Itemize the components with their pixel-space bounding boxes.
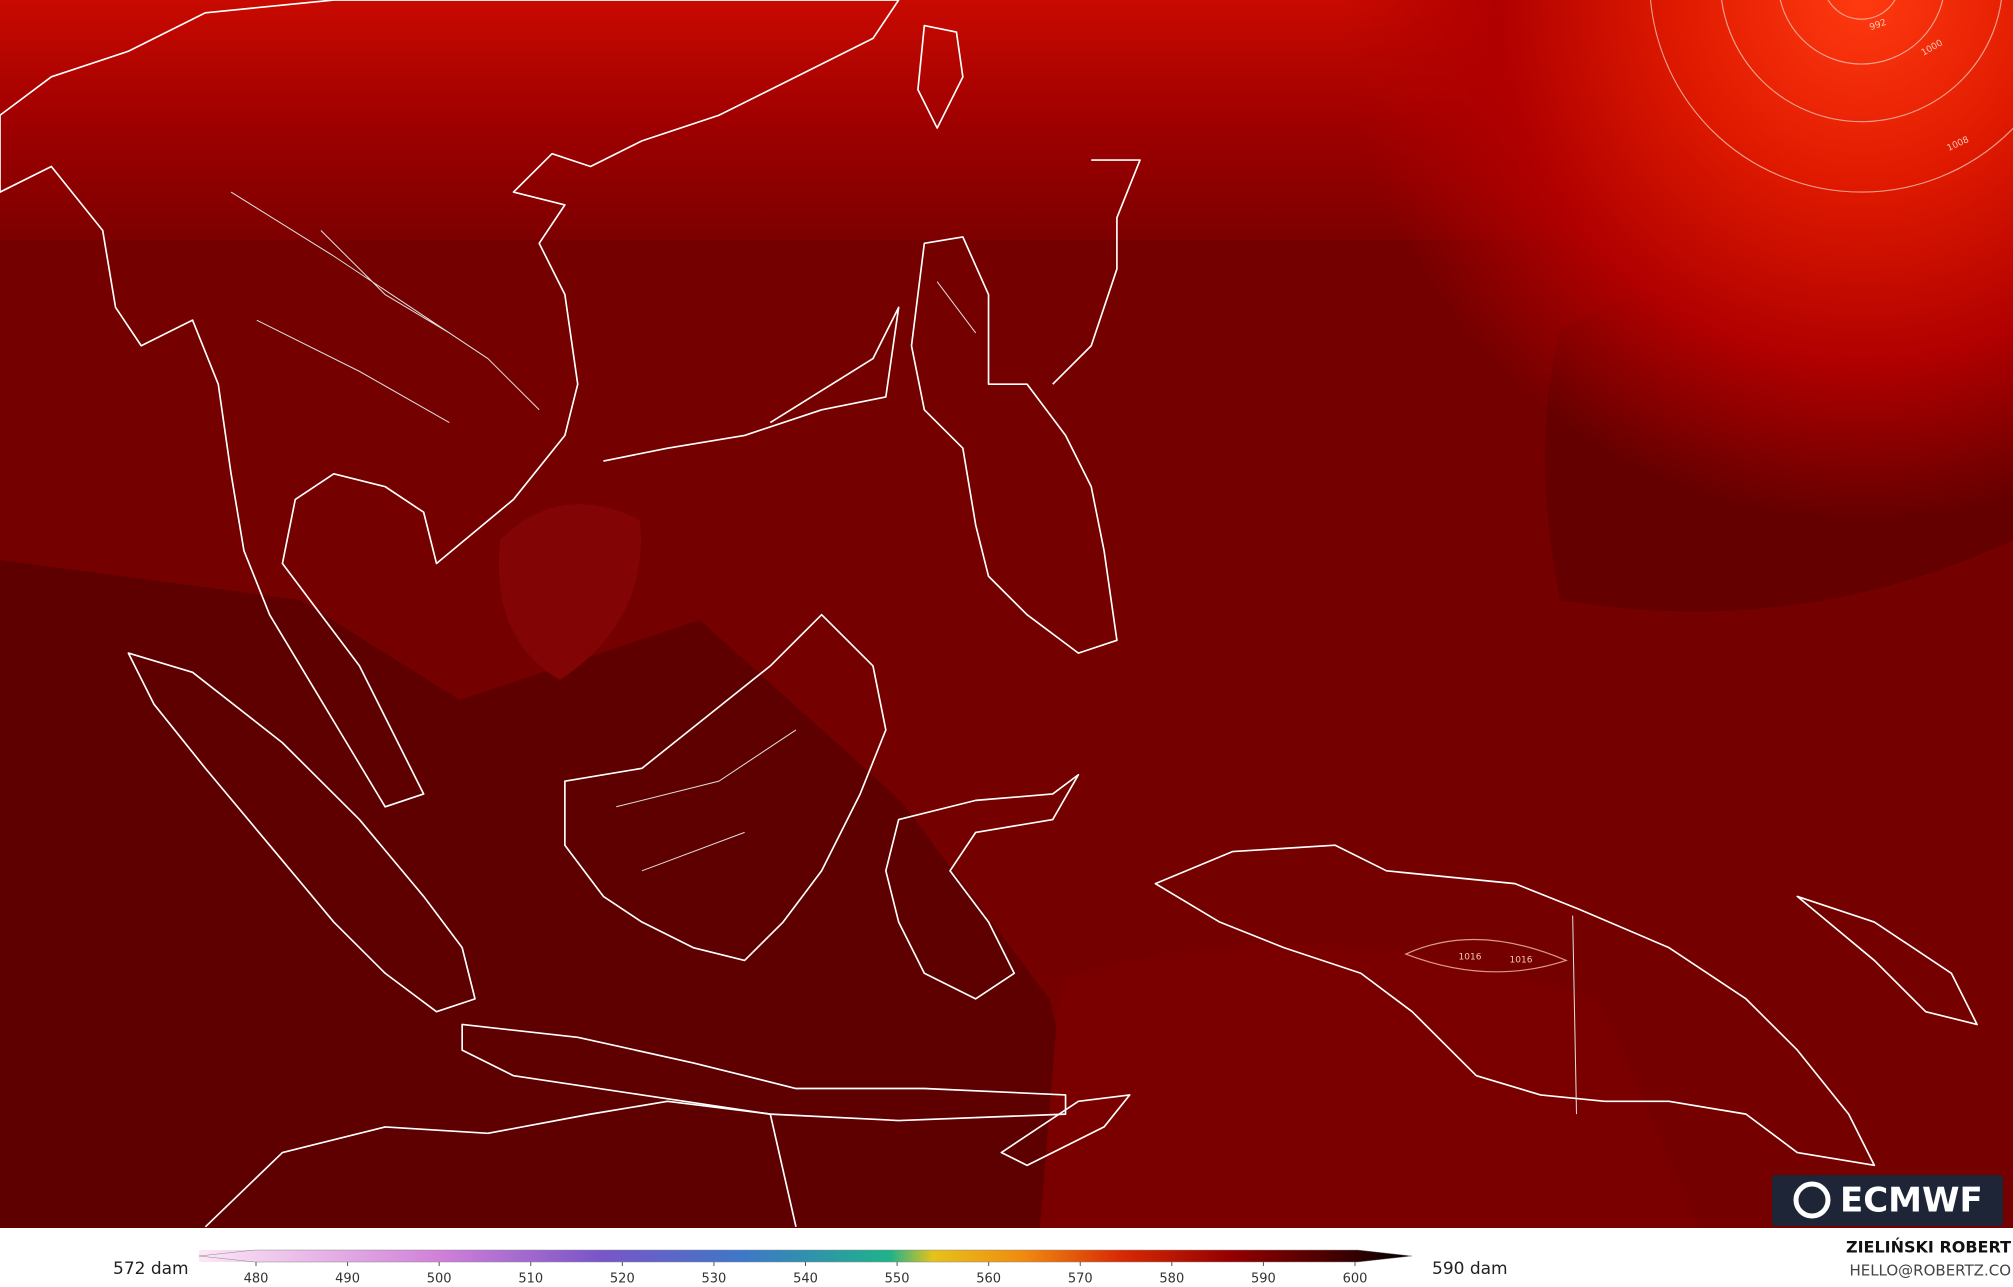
colorbar-tick-label: 540 — [793, 1272, 818, 1287]
logo-text: ECMWF — [1840, 1181, 1983, 1221]
colorbar-tick-label: 580 — [1159, 1272, 1184, 1287]
pressure-label: 1016 — [1510, 956, 1533, 966]
colorbar-tick-label: 550 — [885, 1272, 910, 1287]
colorbar-tick-label: 560 — [976, 1272, 1001, 1287]
colorbar-min-label: 572 dam — [113, 1259, 189, 1279]
logo-icon — [1793, 1181, 1831, 1219]
colorbar-tick-label: 530 — [702, 1272, 727, 1287]
colorbar-tick-label: 520 — [610, 1272, 635, 1287]
coastlines — [0, 0, 2013, 1228]
colorbar-tick-label: 590 — [1251, 1272, 1276, 1287]
colorbar-tick-label: 480 — [244, 1272, 269, 1287]
colorbar-tick-label: 570 — [1068, 1272, 1093, 1287]
contact: HELLO@ROBERTZ.CO — [1849, 1262, 2011, 1280]
colorbar-max-label: 590 dam — [1432, 1259, 1508, 1279]
colorbar-ticks: 480 490 500 510 520 530 540 550 560 570 580 590 600 — [244, 1262, 1368, 1287]
pressure-label: 1016 — [1459, 953, 1482, 963]
author: ZIELIŃSKI ROBERT — [1846, 1238, 2011, 1257]
logo-box — [1772, 1175, 2003, 1226]
colorbar-bar — [198, 1249, 1413, 1263]
colorbar-tick-label: 490 — [335, 1272, 360, 1287]
colorbar-tick-label: 510 — [518, 1272, 543, 1287]
colorbar-tick-label: 600 — [1343, 1272, 1368, 1287]
logo: ECMWF — [1772, 1175, 2003, 1226]
map-field — [0, 0, 2013, 1228]
colorbar-tick-label: 500 — [427, 1272, 452, 1287]
